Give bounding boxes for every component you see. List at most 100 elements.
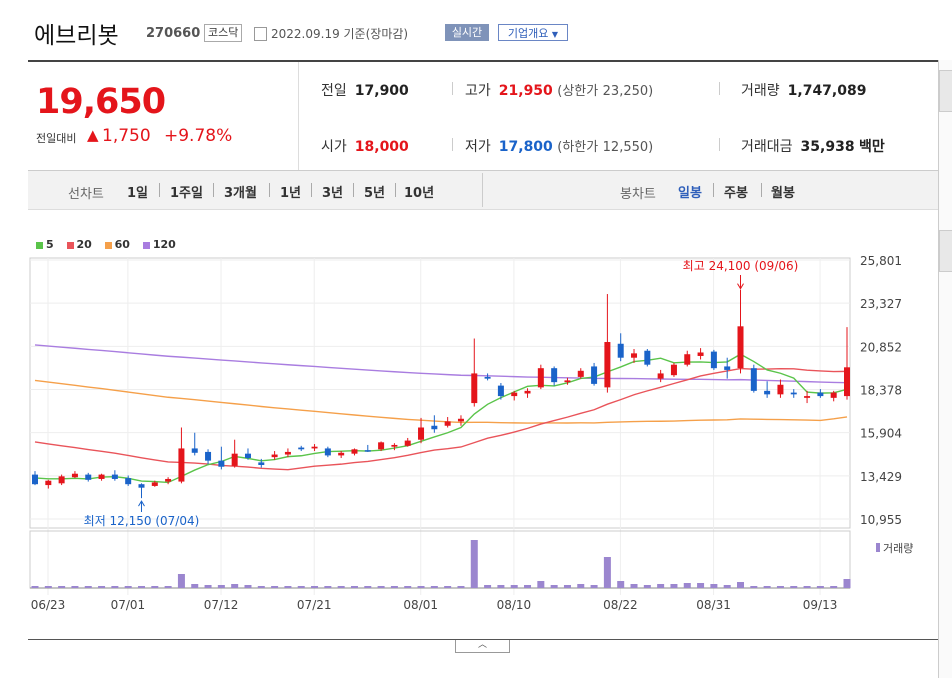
- volume-bar: [324, 586, 332, 588]
- candle: [591, 362, 598, 386]
- candle-body: [218, 460, 225, 467]
- open-label: 시가: [321, 139, 347, 155]
- candle-body: [311, 446, 318, 449]
- y-tick-label: 15,904: [860, 427, 902, 441]
- max-arrow-head: [737, 283, 744, 290]
- candle-body: [138, 484, 145, 488]
- candle-body: [324, 448, 331, 456]
- candle-body: [577, 370, 584, 377]
- x-tick-label: 08/01: [403, 598, 438, 612]
- scroll-thumb[interactable]: [939, 70, 952, 112]
- candle-body: [431, 425, 438, 430]
- candle: [98, 473, 105, 481]
- candle: [258, 458, 265, 468]
- divider: [719, 138, 720, 151]
- period-1y[interactable]: 1년: [280, 186, 302, 201]
- candle: [178, 427, 185, 484]
- candle-body: [844, 367, 850, 397]
- volume-bar: [457, 586, 465, 588]
- collapse-chart-button[interactable]: ︿: [455, 640, 510, 653]
- company-overview-dropdown[interactable]: 기업개요 ▼: [498, 24, 568, 41]
- candle: [431, 415, 438, 433]
- x-tick-label: 07/21: [297, 598, 332, 612]
- candle-weekly[interactable]: 주봉: [724, 186, 748, 201]
- volume-bar: [191, 584, 199, 588]
- candle-monthly[interactable]: 월봉: [771, 186, 795, 201]
- upper-limit-value: 23,250): [602, 84, 654, 99]
- legend-ma120-label: 120: [152, 238, 176, 251]
- candle: [697, 348, 704, 360]
- volume-bar: [124, 586, 132, 588]
- candle-body: [817, 392, 824, 397]
- volume-bar: [657, 584, 665, 588]
- volume-bar: [590, 585, 598, 588]
- divider: [395, 183, 396, 197]
- period-10y[interactable]: 10년: [404, 186, 435, 201]
- candle-body: [71, 473, 78, 478]
- volume-bar: [350, 586, 358, 588]
- ma5-line: [34, 353, 848, 484]
- realtime-button[interactable]: 실시간: [445, 24, 489, 41]
- volume-bar: [390, 586, 398, 588]
- candle: [58, 474, 65, 486]
- period-3m[interactable]: 3개월: [224, 186, 257, 201]
- candle-body: [591, 366, 598, 384]
- legend-ma120: 120: [142, 238, 176, 251]
- x-tick-label: 07/12: [204, 598, 239, 612]
- candle-body: [631, 353, 638, 358]
- divider: [159, 183, 160, 197]
- candle: [231, 439, 238, 468]
- stock-name: 에브리봇: [34, 23, 119, 49]
- y-tick-label: 25,801: [860, 254, 902, 268]
- trade-amount-value: 35,938: [800, 139, 855, 155]
- chart-legend: 5 20 60 120: [36, 238, 185, 251]
- candle-body: [338, 452, 345, 456]
- x-tick-label: 07/01: [111, 598, 146, 612]
- candle-body: [258, 462, 265, 466]
- candle: [138, 483, 145, 499]
- candle: [364, 444, 371, 452]
- y-tick-label: 18,378: [860, 384, 902, 398]
- min-price-annotation: 최저 12,150 (07/04): [84, 514, 200, 528]
- scroll-thumb[interactable]: [939, 230, 952, 272]
- volume-bar: [750, 586, 758, 588]
- period-5y[interactable]: 5년: [364, 186, 386, 201]
- price-summary: 19,650 전일대비 ▲ 1,750 +9.78%: [28, 62, 299, 170]
- volume-bar: [563, 585, 571, 588]
- divider: [213, 183, 214, 197]
- period-1d[interactable]: 1일: [127, 186, 149, 201]
- volume-bar: [510, 585, 518, 588]
- period-1w[interactable]: 1주일: [170, 186, 203, 201]
- lower-limit-value: 12,550): [602, 140, 654, 155]
- candle: [724, 357, 731, 379]
- candle-body: [750, 368, 757, 391]
- candle-body: [724, 366, 731, 370]
- open-price: 시가 18,000: [321, 136, 409, 156]
- candle-body: [85, 474, 92, 480]
- candle-body: [191, 448, 198, 453]
- candle: [484, 373, 491, 381]
- price-plot-frame: [29, 257, 851, 529]
- low-label: 저가: [465, 139, 491, 155]
- volume-label: 거래량: [741, 83, 780, 99]
- x-tick-label: 09/13: [803, 598, 838, 612]
- candle-body: [777, 384, 784, 395]
- ma60-line: [34, 379, 848, 424]
- candle: [284, 448, 291, 458]
- candle: [32, 471, 38, 486]
- volume-bar: [803, 586, 811, 588]
- right-panel-scrollbar[interactable]: [938, 60, 952, 678]
- trade-amount-unit: 백만: [859, 139, 885, 155]
- candle-body: [604, 342, 611, 388]
- candle-body: [165, 478, 172, 482]
- candle-body: [457, 418, 464, 422]
- candle-daily[interactable]: 일봉: [678, 186, 702, 201]
- candle: [191, 432, 198, 456]
- candle-body: [790, 392, 797, 395]
- period-3y[interactable]: 3년: [322, 186, 344, 201]
- candle-body: [45, 480, 52, 486]
- volume-bar: [377, 586, 385, 588]
- candle-body: [271, 454, 278, 458]
- legend-ma60: 60: [104, 238, 130, 251]
